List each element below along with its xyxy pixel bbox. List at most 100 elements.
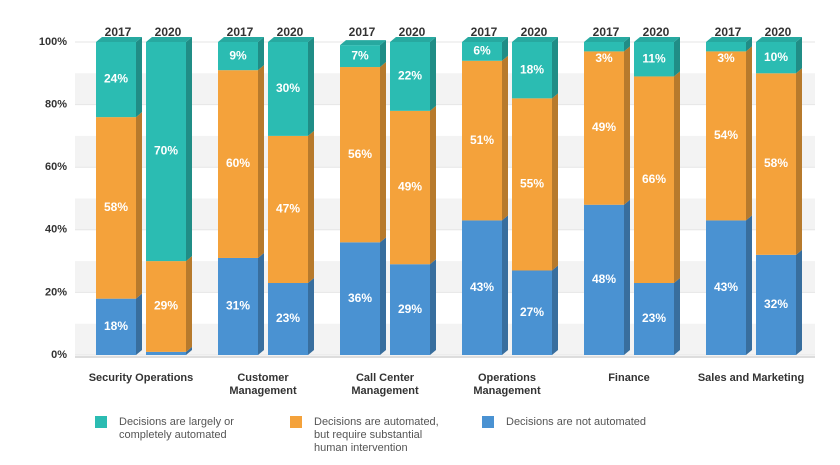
value-label: 29% (154, 299, 178, 313)
period-label: 2020 (155, 25, 182, 39)
bar-segment (268, 283, 308, 355)
bar-top (218, 37, 264, 42)
bar-side (674, 71, 680, 284)
legend-label: Decisions are largely or completely auto… (119, 416, 234, 441)
bar-segment (462, 42, 502, 61)
value-label: 58% (104, 200, 128, 214)
y-tick-label: 20% (45, 286, 67, 298)
bar-side (552, 93, 558, 271)
y-tick-label: 80% (45, 99, 67, 111)
period-label: 2020 (765, 25, 792, 39)
value-label: 23% (276, 311, 300, 325)
value-label: 49% (398, 180, 422, 194)
value-label: 22% (398, 69, 422, 83)
bar-segment (584, 204, 624, 355)
bar-side (746, 215, 752, 355)
bar-top (706, 37, 752, 42)
bar-side (308, 37, 314, 136)
value-label: 18% (520, 62, 544, 76)
value-label: 60% (226, 156, 250, 170)
bar-segment (512, 98, 552, 271)
period-label: 2017 (471, 25, 498, 39)
bar-side (796, 249, 802, 355)
bar-side (430, 105, 436, 265)
bar-top (584, 37, 630, 42)
bar-side (502, 55, 508, 221)
bar-side (258, 252, 264, 355)
value-label: 56% (348, 147, 372, 161)
value-label: 7% (351, 48, 369, 62)
period-label: 2017 (593, 25, 620, 39)
bar-side (136, 112, 142, 299)
period-label: 2017 (715, 25, 742, 39)
bar-side (430, 37, 436, 111)
bar-segment (756, 254, 796, 355)
x-category-label: Finance (608, 372, 650, 384)
bar-segment (706, 42, 746, 52)
legend-label: Decisions are automated, but require sub… (314, 416, 439, 454)
grid-band (75, 323, 815, 355)
bar-side (136, 293, 142, 355)
bar-side (186, 256, 192, 352)
bar-segment (634, 283, 674, 355)
y-tick-label: 0% (51, 349, 67, 361)
bar-top (512, 37, 558, 42)
value-label: 55% (520, 177, 544, 191)
grid-band (75, 261, 815, 293)
bar-segment (462, 60, 502, 221)
bar-side (746, 46, 752, 221)
value-label: 48% (592, 272, 616, 286)
bar-segment (512, 270, 552, 355)
bar-side (552, 265, 558, 355)
value-label: 58% (764, 156, 788, 170)
value-label: 30% (276, 81, 300, 95)
bar-side (624, 46, 630, 205)
bar-top (390, 37, 436, 42)
bar-side (502, 37, 508, 61)
value-label: 9% (229, 48, 247, 62)
bar-side (308, 130, 314, 284)
bar-side (624, 37, 630, 52)
bar-side (746, 37, 752, 52)
x-category-label: Security Operations (88, 372, 194, 384)
value-label: 23% (642, 311, 666, 325)
bar-top (146, 37, 192, 42)
value-label: 27% (520, 305, 544, 319)
bar-segment (218, 70, 258, 258)
bar-side (136, 37, 142, 118)
bar-top (268, 37, 314, 42)
bar-side (796, 37, 802, 74)
bar-top (96, 37, 142, 42)
bar-side (258, 37, 264, 71)
legend-swatch (482, 416, 494, 428)
period-label: 2017 (227, 25, 254, 39)
bar-segment (706, 220, 746, 355)
y-tick-label: 60% (45, 161, 67, 173)
bar-segment (634, 76, 674, 284)
bar-side (430, 259, 436, 355)
bar-side (674, 278, 680, 355)
bar-segment (756, 42, 796, 74)
grid-band (75, 135, 815, 168)
bar-segment (96, 42, 136, 118)
value-label: 24% (104, 72, 128, 86)
x-category-label: Operations Management (473, 372, 541, 397)
bar-side (502, 215, 508, 355)
bar-segment (706, 51, 746, 221)
bar-segment (146, 261, 186, 352)
bar-side (674, 37, 680, 77)
bar-segment (584, 51, 624, 205)
legend-swatch (290, 416, 302, 428)
bar-side (308, 278, 314, 355)
bar-segment (218, 257, 258, 355)
x-category-label: Customer Management (229, 372, 297, 397)
value-label: 3% (595, 51, 613, 65)
bar-segment (390, 110, 430, 265)
bar-segment (218, 42, 258, 71)
bar-side (552, 37, 558, 99)
value-label: 3% (717, 51, 735, 65)
bar-top (756, 37, 802, 42)
value-label: 18% (104, 319, 128, 333)
